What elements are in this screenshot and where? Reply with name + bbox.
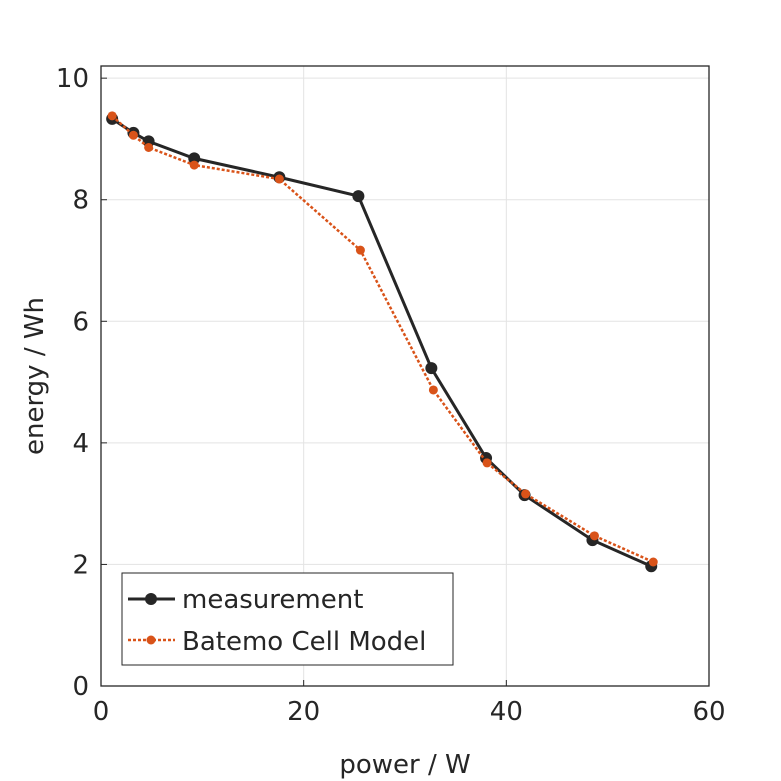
series: [106, 111, 658, 573]
y-tick-label: 10: [56, 64, 89, 94]
data-point-1: [482, 458, 492, 468]
data-point-0: [352, 190, 365, 203]
data-point-1: [107, 111, 117, 121]
data-point-1: [144, 142, 154, 152]
y-tick-label: 2: [72, 550, 89, 580]
legend-label-measurement: measurement: [182, 585, 363, 615]
series-line-0: [111, 117, 652, 568]
x-tick-label: 0: [93, 697, 110, 727]
legend-marker-model: [146, 635, 156, 645]
y-tick-label: 8: [72, 186, 89, 216]
legend-box: [121, 572, 454, 666]
x-axis-label: power / W: [339, 750, 470, 780]
y-tick-label: 4: [72, 429, 89, 459]
legend: measurement Batemo Cell Model: [121, 572, 454, 666]
data-point-1: [521, 489, 531, 499]
y-tick-label: 0: [72, 672, 89, 702]
x-tick-label: 60: [692, 697, 725, 727]
y-tick-label: 6: [72, 307, 89, 337]
data-point-0: [425, 362, 438, 375]
legend-marker-measurement: [145, 593, 157, 605]
data-point-1: [589, 531, 599, 541]
legend-label-model: Batemo Cell Model: [182, 627, 426, 657]
data-point-1: [128, 130, 138, 140]
data-point-1: [189, 160, 199, 170]
series-line-1: [111, 114, 654, 564]
data-point-1: [648, 557, 658, 567]
x-tick-label: 40: [490, 697, 523, 727]
y-axis-label: energy / Wh: [20, 297, 50, 455]
data-point-1: [428, 385, 438, 395]
ticks: 0 20 40 60 0 2 4 6 8 10: [56, 64, 726, 727]
data-point-0: [188, 152, 201, 165]
data-point-1: [274, 174, 284, 184]
x-tick-label: 20: [287, 697, 320, 727]
data-point-1: [355, 245, 365, 255]
plot-box: [100, 65, 710, 687]
